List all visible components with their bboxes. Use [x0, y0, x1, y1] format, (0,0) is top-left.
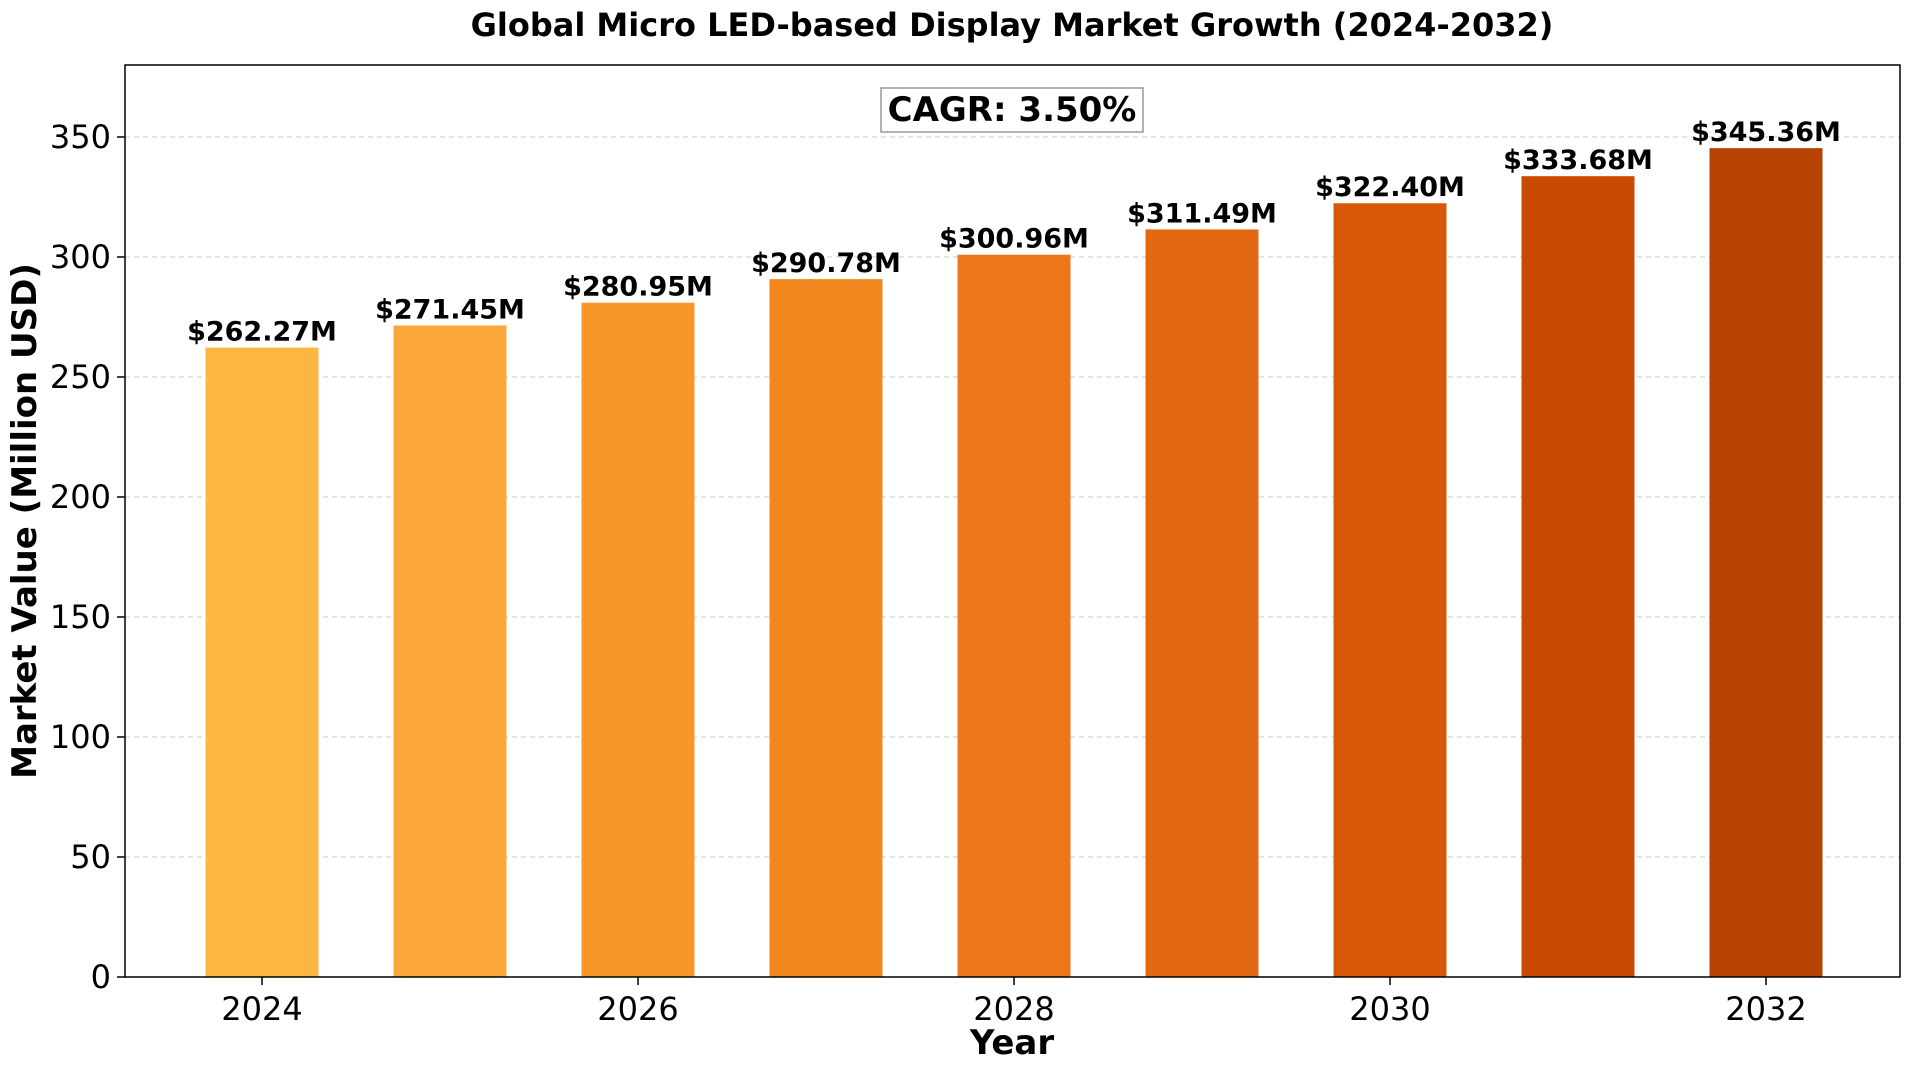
bar-2030 [1333, 203, 1447, 978]
y-tick-label: 350 [50, 118, 111, 156]
cagr-annotation: CAGR: 3.50% [880, 87, 1144, 133]
bar-value-label: $333.68M [1503, 145, 1653, 176]
bar-2027 [769, 279, 883, 977]
x-tick-label: 2026 [597, 990, 678, 1028]
bar-2026 [581, 302, 695, 978]
y-axis: 0 50 100 150 200 250 300 350 [50, 118, 125, 996]
x-tick-label: 2030 [1349, 990, 1430, 1028]
bar-value-label: $322.40M [1315, 172, 1465, 203]
x-tick-label: 2032 [1725, 990, 1806, 1028]
bar-2025 [393, 325, 507, 977]
bar-value-label: $300.96M [939, 224, 1089, 255]
bar-2032 [1709, 148, 1823, 978]
bar-2029 [1145, 229, 1259, 977]
plot-frame [124, 64, 1901, 978]
x-tick-label: 2024 [221, 990, 302, 1028]
bar-value-label: $311.49M [1127, 198, 1277, 229]
y-tick-label: 100 [50, 718, 111, 756]
x-tick-label: 2028 [973, 990, 1054, 1028]
bar-2031 [1521, 176, 1635, 978]
bar-2028 [957, 254, 1071, 978]
y-tick-label: 200 [50, 478, 111, 516]
bar-value-label: $271.45M [375, 295, 525, 326]
cagr-annotation-box [880, 87, 1144, 133]
bar-value-labels: $262.27M $271.45M $280.95M $290.78M $300.96M… [187, 117, 1841, 347]
bar-value-label: $345.36M [1691, 117, 1841, 148]
y-tick-label: 300 [50, 238, 111, 276]
bar-value-label: $280.95M [563, 272, 713, 303]
bars [205, 148, 1823, 978]
y-tick-label: 0 [91, 958, 111, 996]
bar-value-label: $262.27M [187, 317, 337, 348]
bar-2024 [205, 347, 319, 977]
chart-title: Global Micro LED-based Display Market Gr… [471, 6, 1554, 44]
bar-value-label: $290.78M [751, 248, 901, 279]
y-tick-label: 250 [50, 358, 111, 396]
x-axis: 2024 2026 2028 2030 2032 [221, 977, 1807, 1028]
y-tick-label: 50 [70, 838, 111, 876]
y-axis-label: Market Value (Million USD) [5, 263, 45, 779]
cagr-annotation-text: CAGR: 3.50% [888, 90, 1137, 130]
y-tick-label: 150 [50, 598, 111, 636]
x-axis-label: Year [969, 1023, 1055, 1063]
